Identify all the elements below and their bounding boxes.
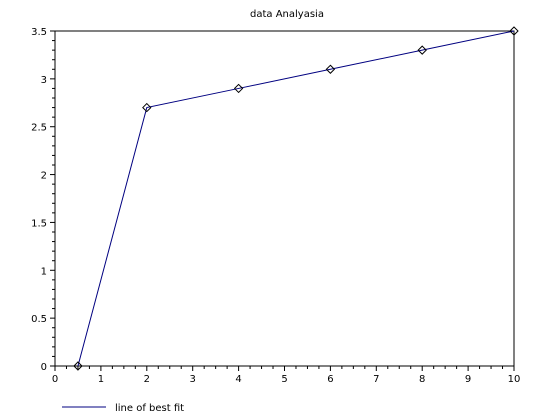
y-tick-label: 2 [41,171,47,182]
y-axis: 0 0.5 1 1.5 2 2.5 3 3.5 [31,27,55,373]
x-tick-label: 7 [373,374,379,385]
x-tick-label: 5 [281,374,287,385]
data-point [417,45,427,55]
legend: line of best fit [62,403,184,412]
plot-frame [54,30,515,367]
series-layer [73,26,519,371]
data-point [142,102,152,113]
x-tick-label: 6 [327,374,333,385]
legend-label: line of best fit [115,403,184,412]
y-tick-label: 0 [41,362,47,373]
y-tick-label: 3.5 [31,27,47,38]
x-tick-label: 0 [52,374,58,385]
x-tick-label: 4 [235,374,241,385]
x-axis: 0 1 2 3 4 5 6 7 8 9 10 [52,366,521,385]
chart-title: data Analyasia [250,9,324,20]
y-tick-label: 1 [41,266,47,277]
x-tick-label: 8 [419,374,425,385]
x-tick-label: 3 [190,374,196,385]
series-line [77,30,515,367]
y-tick-label: 1.5 [31,218,47,229]
y-tick-label: 2.5 [31,123,47,134]
y-tick-label: 3 [41,75,47,86]
x-tick-label: 2 [144,374,150,385]
y-tick-label: 0.5 [31,314,47,325]
data-point [233,83,244,94]
data-point [509,26,519,36]
data-point [325,64,336,74]
x-tick-label: 9 [465,374,471,385]
x-tick-label: 1 [98,374,104,385]
data-point [73,361,83,371]
plot-border [54,30,515,367]
x-tick-label: 10 [508,374,521,385]
